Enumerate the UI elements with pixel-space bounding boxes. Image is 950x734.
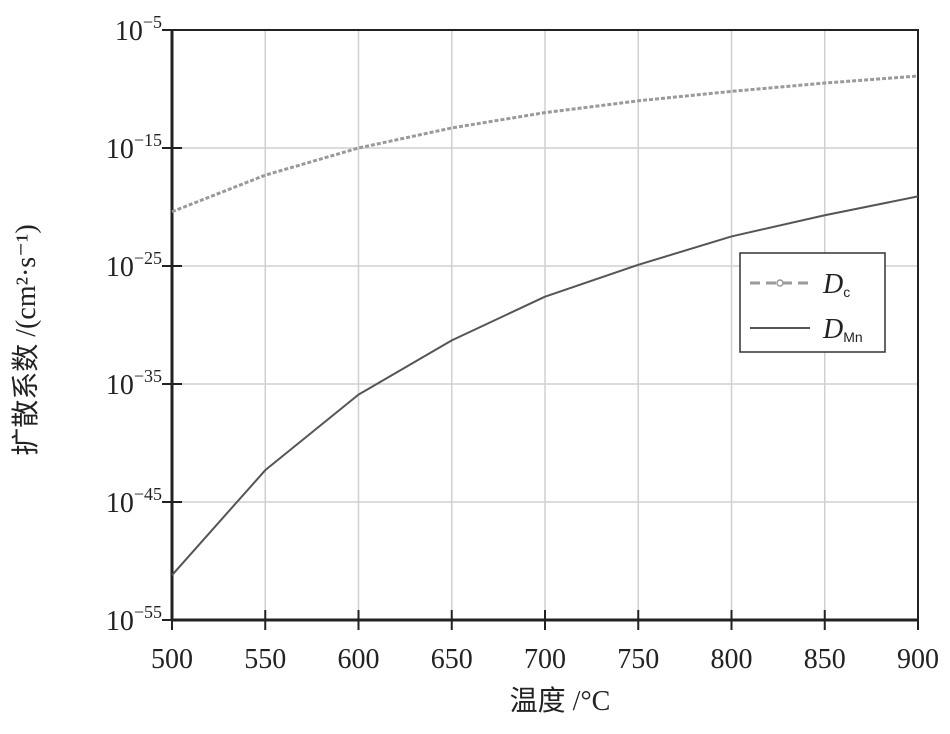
data-line <box>171 195 919 576</box>
y-tick-base: 10 <box>106 488 134 519</box>
legend-name: D <box>822 314 843 345</box>
y-axis-label: 扩散系数 /(cm²·s⁻¹) <box>10 224 42 455</box>
x-tick-label: 600 <box>338 644 380 675</box>
x-tick-label: 800 <box>711 644 753 675</box>
y-tick-exponent: −5 <box>143 12 162 32</box>
legend-box <box>739 252 886 353</box>
y-tick-base: 10 <box>106 370 134 401</box>
y-tick-label: 10−55 <box>106 602 162 637</box>
y-tick-base: 10 <box>115 16 143 47</box>
x-tick-label: 500 <box>151 644 193 675</box>
y-tick-exponent: −15 <box>134 130 162 150</box>
y-tick-label: 10−25 <box>106 248 162 283</box>
y-tick-exponent: −55 <box>134 602 162 622</box>
x-tick-label: 700 <box>524 644 566 675</box>
y-tick-base: 10 <box>106 252 134 283</box>
legend-subscript: c <box>843 284 850 300</box>
x-tick-label: 850 <box>804 644 846 675</box>
legend-marker <box>776 279 784 287</box>
y-tick-exponent: −35 <box>134 366 162 386</box>
legend-label: Dc <box>822 269 850 300</box>
x-tick-label: 650 <box>431 644 473 675</box>
legend-label: DMn <box>822 314 863 345</box>
data-line <box>171 74 919 214</box>
y-tick-label: 10−15 <box>106 130 162 165</box>
x-tick-label: 750 <box>617 644 659 675</box>
y-tick-base: 10 <box>106 134 134 165</box>
y-tick-label: 10−5 <box>115 12 162 47</box>
legend-name: D <box>822 269 843 300</box>
y-tick-exponent: −45 <box>134 484 162 504</box>
y-tick-label: 10−45 <box>106 484 162 519</box>
legend-subscript: Mn <box>843 329 862 345</box>
y-tick-base: 10 <box>106 606 134 637</box>
y-tick-exponent: −25 <box>134 248 162 268</box>
x-tick-label: 900 <box>897 644 939 675</box>
x-tick-label: 550 <box>244 644 286 675</box>
y-tick-label: 10−35 <box>106 366 162 401</box>
x-axis-label: 温度 /°C <box>510 685 611 717</box>
